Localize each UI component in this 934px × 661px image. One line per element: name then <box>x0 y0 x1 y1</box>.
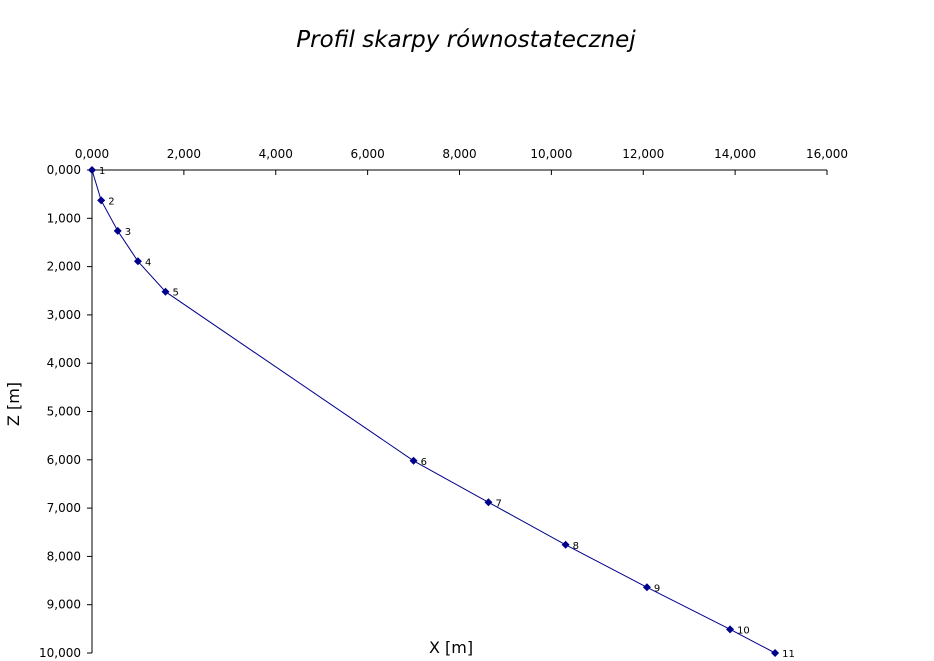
y-tick-label: 4,000 <box>47 356 81 370</box>
data-point-label: 9 <box>654 583 660 594</box>
x-tick-label: 12,000 <box>622 147 664 161</box>
x-tick-label: 14,000 <box>714 147 756 161</box>
data-point-label: 3 <box>125 227 131 238</box>
x-tick-label: 16,000 <box>806 147 848 161</box>
y-tick-label: 6,000 <box>47 453 81 467</box>
y-tick-label: 2,000 <box>47 260 81 274</box>
axes: 0,000 2,000 4,000 6,000 8,000 10,000 12,000 14,… <box>39 147 848 660</box>
data-point-label: 10 <box>737 625 750 636</box>
data-point-label: 8 <box>573 541 579 552</box>
y-tick-label: 3,000 <box>47 308 81 322</box>
x-tick-label: 2,000 <box>167 147 201 161</box>
x-tick-label: 8,000 <box>442 147 476 161</box>
data-point-label: 7 <box>495 498 501 509</box>
data-point-marker <box>642 583 651 592</box>
data-point-marker <box>726 625 735 634</box>
y-tick-label: 9,000 <box>47 598 81 612</box>
x-tick-label: 6,000 <box>350 147 384 161</box>
data-point-label: 2 <box>108 196 114 207</box>
data-point-marker <box>409 456 418 465</box>
data-point-marker <box>88 166 96 174</box>
data-point-label: 6 <box>421 457 427 468</box>
series-group: 1 2 3 4 5 6 7 8 9 10 11 <box>88 166 795 660</box>
y-tick-label: 7,000 <box>47 501 81 515</box>
y-tick-label: 8,000 <box>47 549 81 563</box>
x-tick-label: 0,000 <box>75 147 109 161</box>
y-tick-label: 1,000 <box>47 211 81 225</box>
data-point-marker <box>561 540 570 549</box>
series-line <box>91 169 776 654</box>
data-point-label: 4 <box>145 257 151 268</box>
data-point-marker <box>133 257 142 266</box>
y-tick-label: 10,000 <box>39 646 81 660</box>
data-point-marker <box>771 649 780 657</box>
chart-title: Profil skarpy równostatecznej <box>296 27 636 53</box>
x-axis-title: X [m] <box>429 638 473 657</box>
data-point-label: 5 <box>173 288 179 299</box>
data-point-label: 11 <box>782 649 795 660</box>
y-tick-label: 0,000 <box>47 163 81 177</box>
data-point-marker <box>97 196 106 205</box>
data-point-label: 1 <box>99 166 105 177</box>
x-tick-label: 4,000 <box>259 147 293 161</box>
data-point-marker <box>113 226 122 235</box>
y-tick-label: 5,000 <box>47 405 81 419</box>
data-point-marker <box>161 287 170 296</box>
y-axis-title: Z [m] <box>4 382 23 426</box>
data-point-marker <box>484 498 493 507</box>
x-tick-label: 10,000 <box>530 147 572 161</box>
